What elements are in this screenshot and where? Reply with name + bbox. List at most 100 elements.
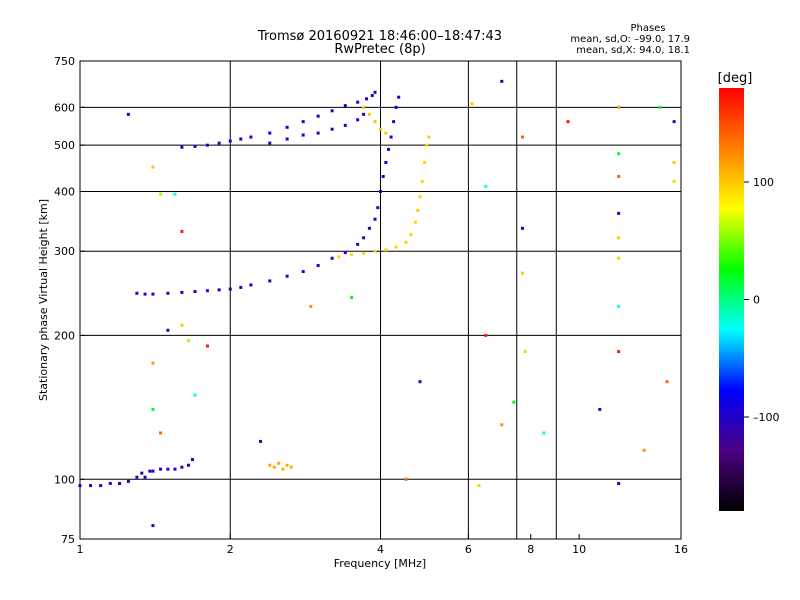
data-point: [370, 94, 374, 98]
data-point: [566, 120, 570, 124]
data-point: [642, 448, 646, 452]
data-point: [239, 137, 243, 141]
data-point: [477, 484, 481, 488]
data-point: [379, 189, 382, 193]
data-point: [268, 279, 272, 283]
data-point: [343, 123, 347, 127]
data-point: [404, 240, 408, 244]
phases-x-stats: mean, sd,X: 94.0, 18.1: [576, 45, 690, 56]
data-point: [330, 109, 334, 113]
data-point: [520, 226, 524, 230]
data-point: [362, 112, 366, 116]
data-point: [151, 292, 155, 296]
data-point: [193, 290, 197, 294]
x-tick-label: 4: [377, 543, 384, 556]
data-point: [159, 467, 163, 471]
data-point: [268, 141, 272, 145]
data-point: [422, 160, 426, 164]
data-point: [373, 90, 377, 94]
data-point: [362, 251, 366, 255]
data-point: [190, 457, 194, 461]
data-point: [166, 467, 170, 471]
y-tick-label: 200: [54, 329, 75, 342]
data-point: [350, 253, 354, 257]
data-point: [617, 256, 621, 260]
data-point: [384, 131, 388, 135]
data-point: [470, 102, 474, 106]
data-point: [542, 431, 546, 435]
data-point: [512, 400, 516, 404]
data-point: [418, 380, 422, 384]
y-tick-label: 300: [54, 245, 75, 258]
colorbar-tick-label: 100: [753, 176, 774, 189]
data-point: [143, 292, 147, 296]
data-points: [78, 79, 676, 528]
colorbar-label: [deg]: [718, 71, 753, 86]
data-point: [617, 211, 621, 215]
data-point: [658, 105, 662, 109]
data-point: [187, 339, 191, 343]
data-point: [108, 481, 112, 485]
data-point: [617, 481, 621, 485]
x-axis-ticks: 1 2 4 6 8 10 16: [77, 534, 688, 556]
data-point: [362, 105, 366, 109]
data-point: [394, 105, 398, 109]
data-point: [78, 484, 82, 488]
data-point: [617, 350, 621, 354]
data-point: [309, 304, 313, 308]
data-point: [173, 467, 177, 471]
y-axis-label: Stationary phase Virtual Height [km]: [37, 199, 50, 401]
colorbar-tick-label: 0: [753, 294, 760, 307]
data-point: [409, 233, 413, 237]
y-tick-label: 100: [54, 473, 75, 486]
data-point: [416, 209, 420, 213]
data-point: [373, 120, 377, 124]
data-point: [151, 165, 155, 169]
data-point: [420, 179, 424, 183]
x-axis-label: Frequency [MHz]: [334, 557, 426, 570]
data-point: [523, 350, 527, 354]
x-tick-label: 2: [227, 543, 234, 556]
y-tick-label: 600: [54, 101, 75, 114]
data-point: [285, 274, 289, 278]
data-point: [356, 118, 360, 122]
y-tick-label: 400: [54, 185, 75, 198]
x-tick-label: 1: [77, 543, 84, 556]
chart-subtitle: RwPretec (8p): [334, 42, 425, 57]
data-point: [180, 465, 184, 469]
data-point: [239, 285, 243, 289]
data-point: [484, 184, 488, 188]
data-point: [500, 423, 504, 427]
data-point: [367, 226, 371, 230]
data-point: [386, 147, 390, 151]
data-point: [356, 100, 360, 104]
x-tick-label: 16: [674, 543, 688, 556]
colorbar-ticks: 100 0 –100: [744, 176, 780, 424]
data-point: [425, 143, 429, 147]
data-point: [520, 271, 524, 275]
data-point: [330, 127, 334, 131]
data-point: [665, 380, 669, 384]
y-axis-ticks: 75 100 200 300 400 500 600 750: [54, 55, 85, 546]
data-point: [193, 144, 197, 148]
data-point: [672, 120, 676, 124]
data-point: [617, 152, 621, 156]
data-point: [316, 264, 320, 268]
data-point: [180, 229, 184, 233]
colorbar: [deg] 100 0 –100: [718, 71, 780, 511]
data-point: [379, 127, 382, 131]
data-point: [99, 484, 103, 488]
data-point: [281, 467, 285, 471]
data-point: [598, 407, 602, 411]
y-tick-label: 500: [54, 139, 75, 152]
data-point: [373, 217, 377, 221]
data-point: [500, 79, 504, 83]
plot-area: 1 2 4 6 8 10 16 75 100 200 300 400 500 600 750 Freque…: [37, 55, 688, 570]
data-point: [135, 475, 139, 479]
data-point: [249, 135, 253, 139]
data-point: [316, 114, 320, 118]
data-point: [140, 471, 144, 475]
data-point: [205, 289, 209, 293]
data-point: [89, 484, 93, 488]
